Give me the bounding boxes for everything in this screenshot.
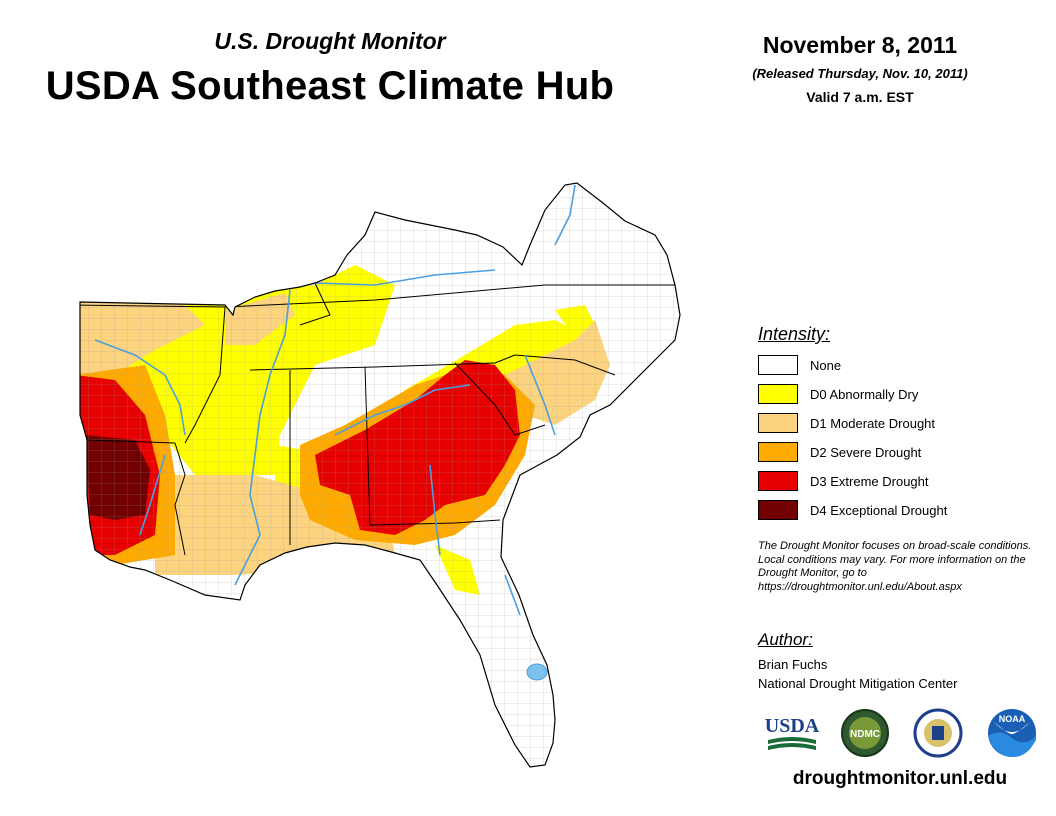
legend-label: D3 Extreme Drought bbox=[810, 474, 929, 489]
legend-item: D1 Moderate Drought bbox=[758, 413, 1018, 435]
legend-swatch bbox=[758, 471, 798, 491]
commerce-seal-logo bbox=[912, 708, 964, 758]
legend-swatch bbox=[758, 355, 798, 375]
legend-swatch bbox=[758, 413, 798, 433]
map-date: November 8, 2011 bbox=[762, 32, 958, 58]
release-date: (Released Thursday, Nov. 10, 2011) bbox=[752, 66, 968, 81]
legend-label: D2 Severe Drought bbox=[810, 445, 922, 460]
legend-item: D2 Severe Drought bbox=[758, 442, 1018, 464]
region-outline bbox=[79, 182, 681, 768]
legend-label: D0 Abnormally Dry bbox=[810, 387, 919, 402]
southeast-map-svg bbox=[79, 182, 681, 768]
drought-monitor-note: The Drought Monitor focuses on broad-sca… bbox=[758, 540, 1032, 593]
svg-text:NDMC: NDMC bbox=[850, 729, 880, 740]
author-name: Brian Fuchs bbox=[758, 657, 828, 672]
rivers bbox=[94, 184, 576, 616]
legend-heading: Intensity: bbox=[758, 324, 831, 344]
svg-text:NOAA: NOAA bbox=[999, 714, 1026, 724]
ndmc-logo: NDMC bbox=[840, 708, 890, 758]
legend-item: D0 Abnormally Dry bbox=[758, 384, 1018, 406]
legend-label: D4 Exceptional Drought bbox=[810, 503, 948, 518]
legend-swatch bbox=[758, 500, 798, 520]
county-lines bbox=[80, 183, 680, 767]
author-organization: National Drought Mitigation Center bbox=[758, 676, 958, 691]
map-subtitle: U.S. Drought Monitor bbox=[214, 28, 446, 54]
state-borders bbox=[80, 282, 675, 556]
lake-okeechobee bbox=[526, 663, 548, 681]
legend-label: D1 Moderate Drought bbox=[810, 416, 936, 431]
valid-time: Valid 7 a.m. EST bbox=[806, 89, 914, 105]
map-title: USDA Southeast Climate Hub bbox=[45, 64, 615, 108]
legend-swatch bbox=[758, 442, 798, 462]
author-heading: Author: bbox=[758, 630, 813, 649]
legend-item: D3 Extreme Drought bbox=[758, 471, 1018, 493]
legend-swatch bbox=[758, 384, 798, 404]
website-link[interactable]: droughtmonitor.unl.edu bbox=[792, 768, 1008, 789]
svg-text:USDA: USDA bbox=[765, 715, 820, 737]
drought-map bbox=[75, 175, 695, 775]
legend-item: D4 Exceptional Drought bbox=[758, 500, 1018, 522]
usda-logo: USDA bbox=[762, 708, 822, 758]
legend-item: None bbox=[758, 355, 1018, 377]
legend-label: None bbox=[810, 358, 842, 373]
noaa-logo: NOAA bbox=[986, 708, 1038, 758]
